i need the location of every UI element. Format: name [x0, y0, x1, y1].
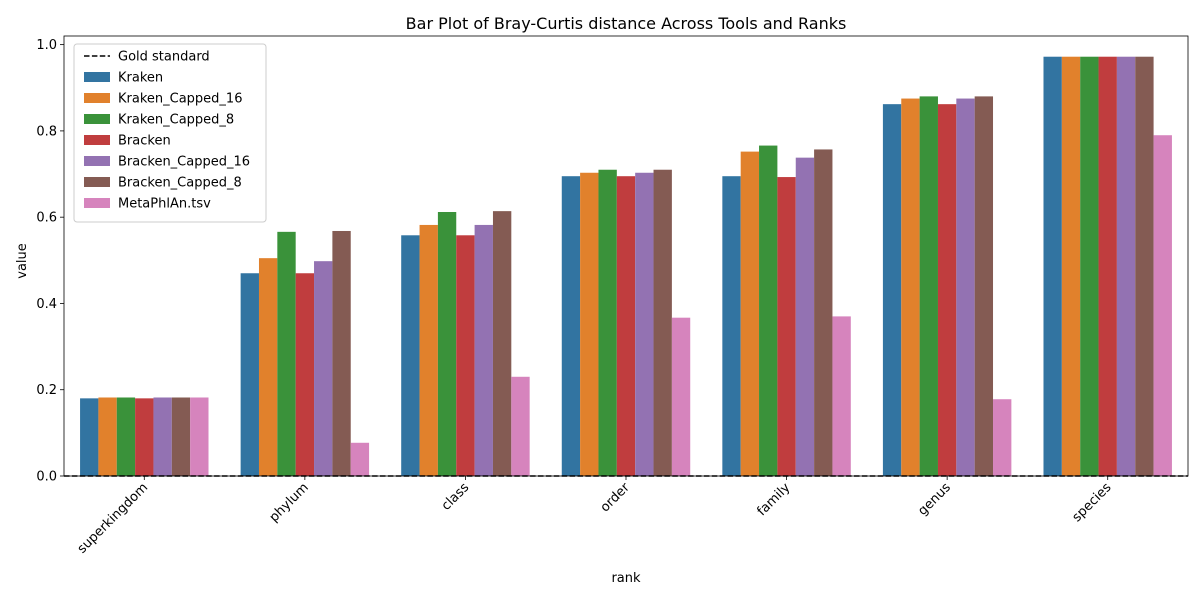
- legend-swatch: [84, 93, 110, 103]
- y-tick-label: 0.6: [36, 211, 57, 226]
- x-tick-label: order: [598, 480, 634, 516]
- y-tick-label: 0.4: [36, 297, 57, 312]
- bar: [492, 211, 512, 476]
- bar: [350, 442, 370, 476]
- bar: [832, 316, 851, 476]
- bar: [511, 376, 530, 476]
- y-axis-label: value: [15, 243, 30, 279]
- bar: [777, 177, 796, 476]
- bar: [258, 258, 278, 476]
- x-tick-label: phylum: [267, 480, 312, 525]
- bar: [419, 224, 438, 476]
- bar: [635, 172, 654, 476]
- x-axis-label: rank: [611, 571, 641, 586]
- y-tick-label: 0.0: [36, 470, 57, 485]
- legend-swatch: [84, 156, 110, 166]
- bar: [993, 399, 1012, 476]
- bar: [1116, 56, 1136, 477]
- x-tick-label: species: [1070, 480, 1115, 525]
- bar: [98, 397, 117, 476]
- bar: [1043, 56, 1062, 477]
- bar: [1080, 56, 1099, 477]
- y-tick-label: 0.2: [36, 383, 57, 398]
- chart-title: Bar Plot of Bray-Curtis distance Across …: [406, 14, 847, 33]
- bar: [974, 96, 994, 476]
- legend-label: Bracken_Capped_16: [118, 155, 250, 170]
- bar: [882, 104, 902, 476]
- bar: [561, 176, 581, 476]
- bar: [277, 231, 296, 476]
- bar: [901, 98, 920, 477]
- bar: [795, 157, 815, 476]
- bar: [653, 169, 672, 477]
- bar: [116, 397, 136, 476]
- bar: [153, 397, 172, 476]
- bar: [598, 169, 617, 477]
- bar: [80, 398, 99, 476]
- bar: [474, 224, 493, 476]
- legend-label: Bracken_Capped_8: [118, 176, 242, 191]
- bar: [814, 149, 833, 476]
- legend-label: MetaPhlAn.tsv: [118, 197, 211, 212]
- legend-box: [73, 43, 267, 223]
- bar: [240, 273, 259, 476]
- bar: [190, 397, 209, 476]
- bar: [580, 172, 599, 476]
- bar: [456, 235, 475, 476]
- legend-swatch: [84, 177, 110, 187]
- bar: [740, 151, 760, 477]
- legend-swatch: [84, 198, 110, 208]
- bar: [722, 176, 741, 476]
- bar: [671, 317, 691, 476]
- y-tick-label: 0.8: [36, 124, 57, 139]
- legend-label: Gold standard: [118, 50, 210, 65]
- legend-label: Kraken_Capped_8: [118, 113, 234, 128]
- y-tick-label: 1.0: [36, 38, 57, 53]
- bar: [171, 397, 191, 476]
- legend-label: Kraken: [118, 71, 163, 86]
- x-tick-label: genus: [915, 480, 954, 519]
- bar: [1098, 56, 1117, 477]
- bar: [937, 104, 957, 476]
- bar: [295, 273, 315, 476]
- legend-label: Kraken_Capped_16: [118, 92, 242, 107]
- bar: [1135, 56, 1154, 477]
- legend: Gold standard Kraken Kraken_Capped_16 Krake…: [73, 43, 267, 223]
- x-tick-label: family: [754, 480, 793, 519]
- legend-swatch: [84, 114, 110, 124]
- bar: [759, 145, 778, 476]
- x-tick-label: superkingdom: [75, 480, 151, 556]
- legend-label: Bracken: [118, 134, 171, 149]
- legend-swatch: [84, 72, 110, 82]
- bar: [919, 96, 938, 476]
- bar: [1061, 56, 1081, 477]
- bar: [332, 230, 351, 476]
- legend-swatch: [84, 135, 110, 145]
- x-tick-label: class: [439, 480, 473, 514]
- bar: [135, 398, 154, 476]
- bar: [1153, 135, 1172, 476]
- bar: [956, 98, 975, 477]
- bar: [401, 235, 420, 476]
- bar: [314, 261, 333, 476]
- bar: [437, 212, 457, 476]
- bar: [616, 176, 636, 476]
